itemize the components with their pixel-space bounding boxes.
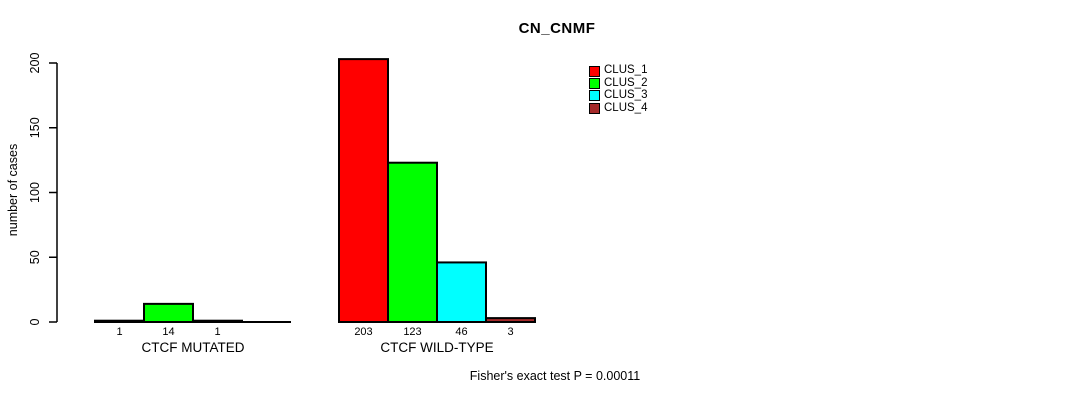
legend-item: CLUS_4 [589, 102, 647, 114]
legend-label: CLUS_2 [604, 76, 648, 89]
legend-swatch [589, 78, 600, 90]
bar-value-label: 46 [455, 326, 467, 338]
bar-clus_1 [338, 58, 389, 324]
y-tick-label: 100 [28, 182, 42, 203]
legend-swatch [589, 90, 600, 102]
legend-label: CLUS_4 [604, 101, 648, 114]
bar-clus_3 [436, 261, 487, 323]
bar-value-label: 1 [116, 326, 122, 338]
legend-item: CLUS_3 [589, 90, 647, 102]
legend-label: CLUS_1 [604, 64, 648, 77]
bar-clus_3 [192, 319, 243, 323]
bar-clus_2 [143, 302, 194, 323]
legend-label: CLUS_3 [604, 89, 648, 102]
bar-value-label: 1 [214, 326, 220, 338]
bar-value-label: 123 [403, 326, 421, 338]
fisher-test-note: Fisher's exact test P = 0.00011 [469, 369, 641, 383]
bar-clus_2 [387, 161, 438, 323]
bar-value-label: 203 [354, 326, 372, 338]
legend-item: CLUS_2 [589, 76, 648, 90]
bar-clus_1 [94, 319, 145, 323]
legend-item: CLUS_1 [589, 65, 647, 77]
legend-swatch [589, 102, 600, 114]
y-tick-label: 200 [28, 53, 42, 74]
legend: CLUS_1 CLUS_2 CLUS_3 CLUS_4 [589, 65, 647, 115]
group-label: CTCF WILD-TYPE [380, 340, 493, 355]
bar-value-label: 3 [507, 326, 513, 338]
y-tick-label: 150 [28, 117, 42, 138]
bar-value-label: 14 [162, 326, 174, 338]
y-tick-label: 50 [28, 250, 42, 264]
chart-title: CN_CNMF [518, 20, 596, 37]
group-label: CTCF MUTATED [142, 340, 245, 355]
bar-clus_4 [485, 317, 536, 323]
legend-swatch [589, 65, 600, 77]
y-tick-label: 0 [28, 318, 42, 325]
